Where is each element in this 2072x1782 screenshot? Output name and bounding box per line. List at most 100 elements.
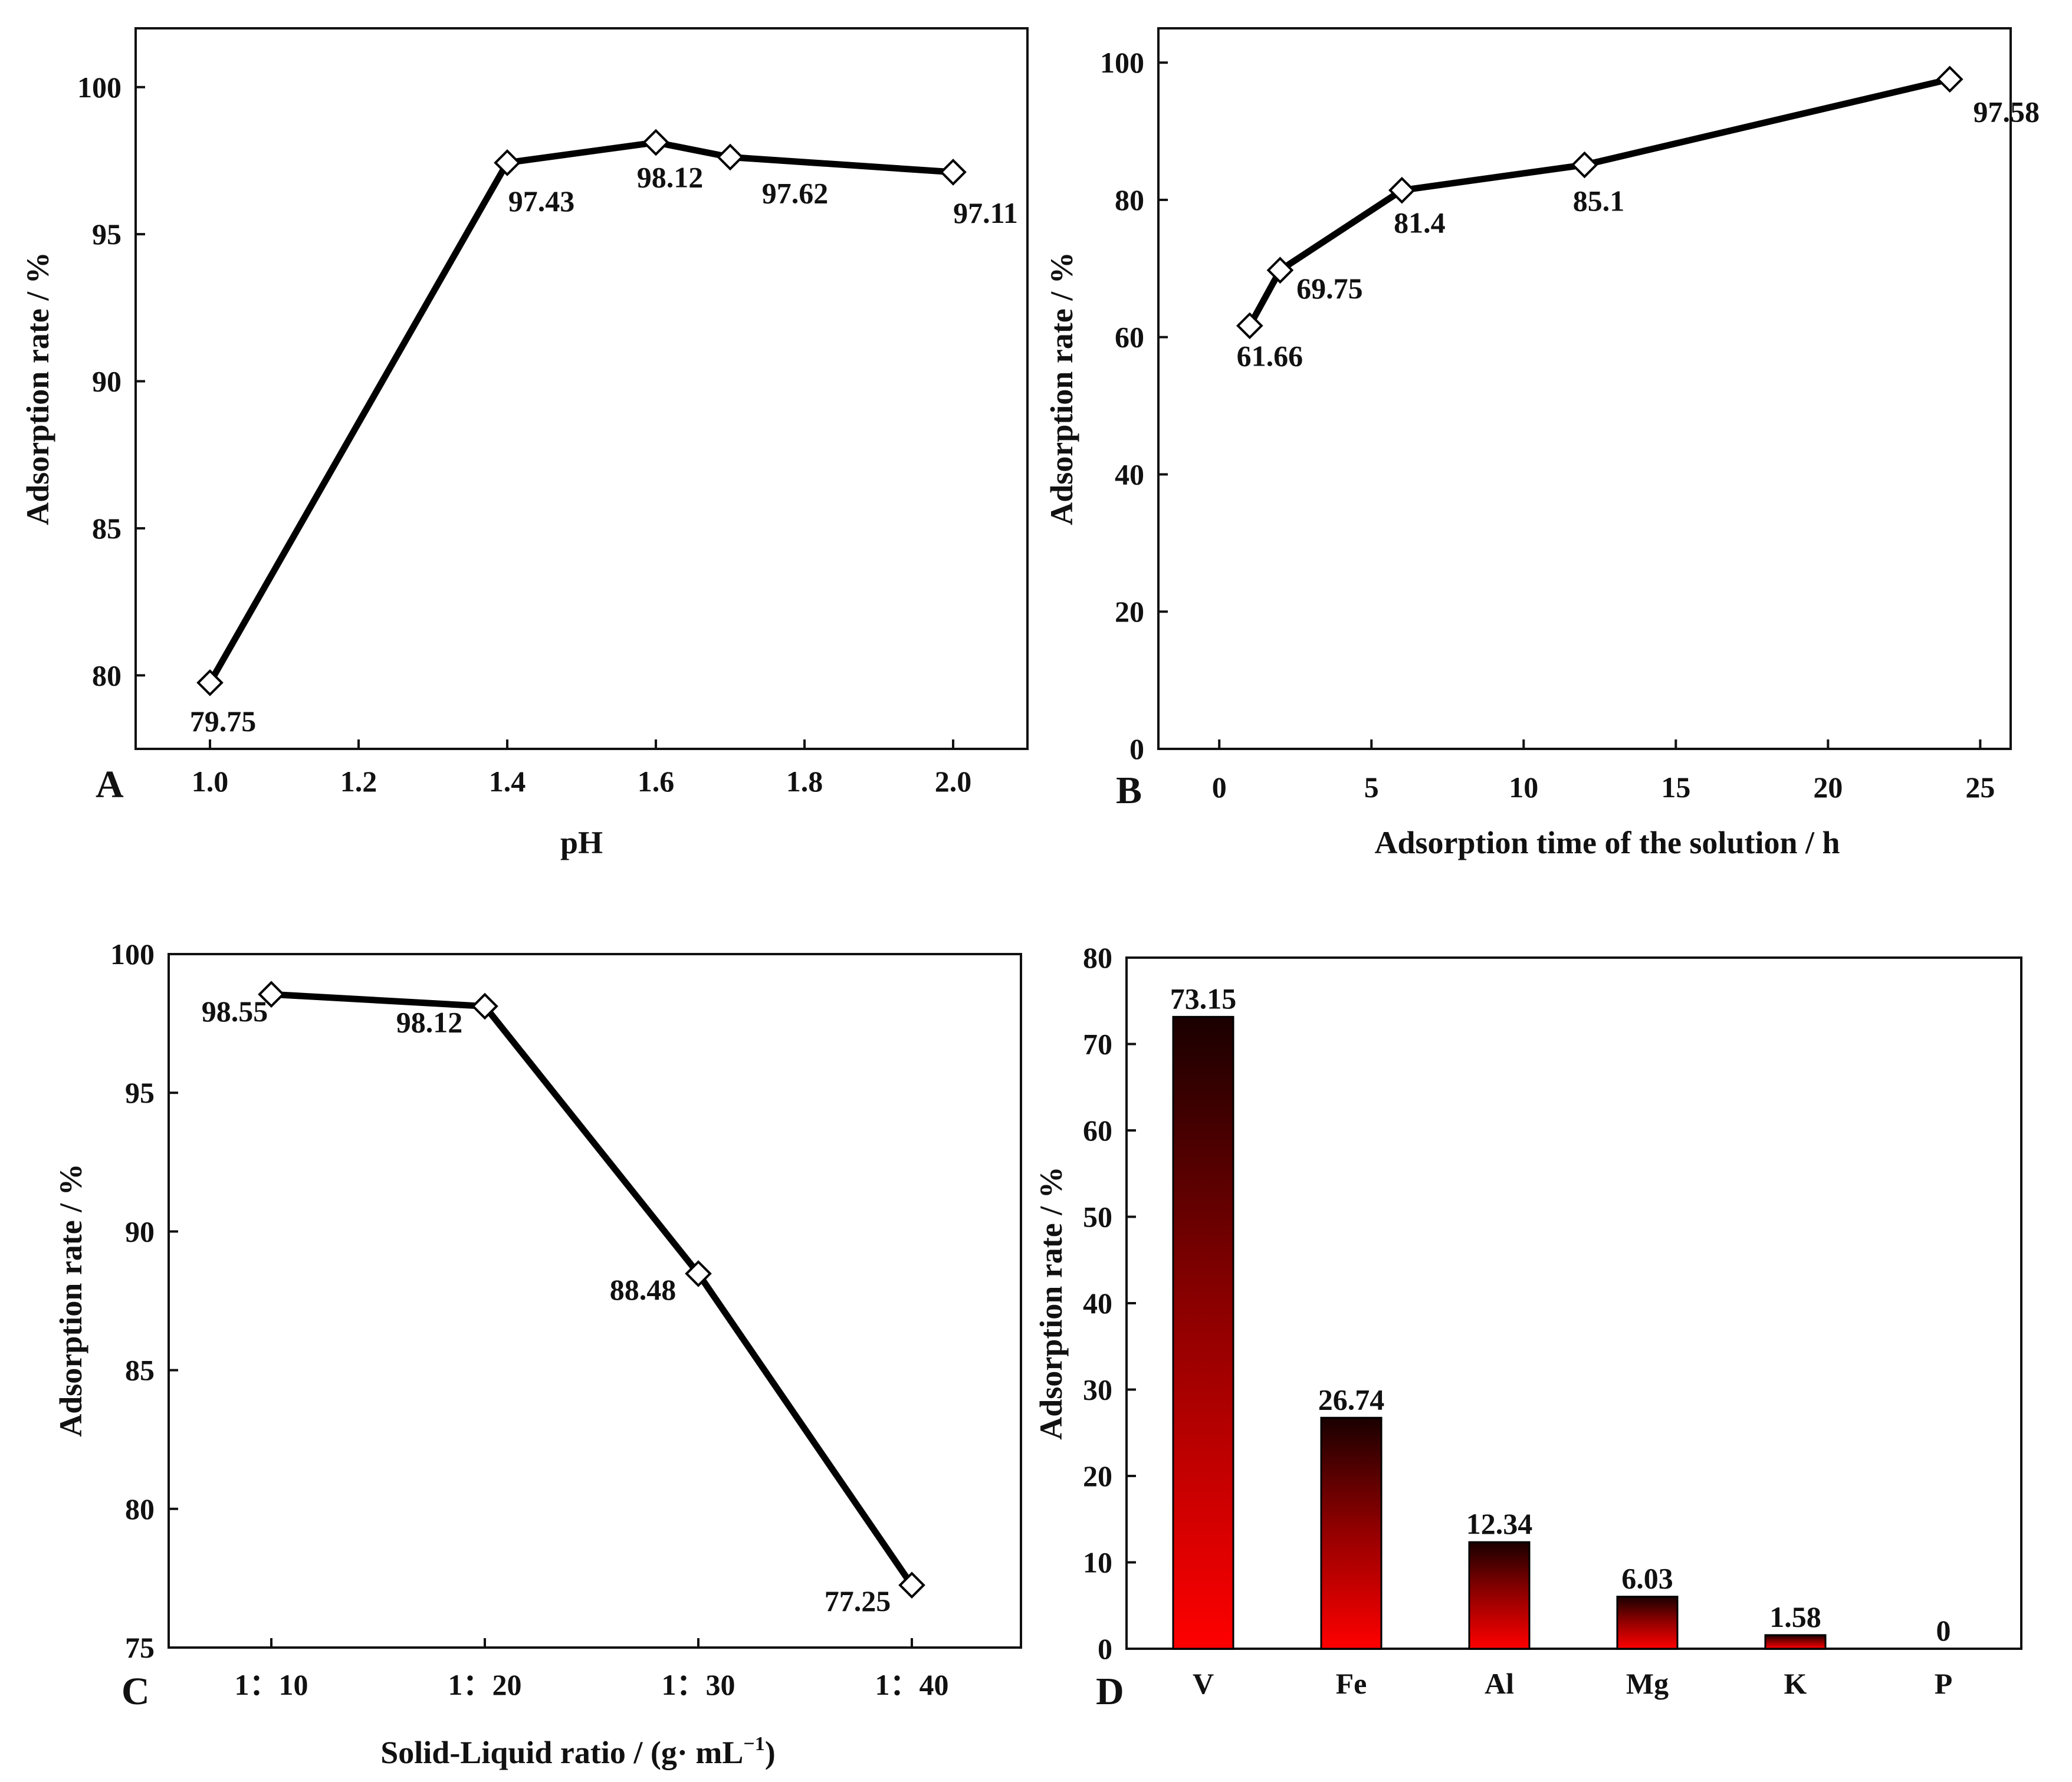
panel-d-x-tick-label: K xyxy=(1784,1667,1807,1700)
panel-b-letter: B xyxy=(1116,769,1142,812)
panel-d-y-axis-title: Adsorption rate / % xyxy=(1033,1166,1069,1439)
panel-c-y-tick-label: 85 xyxy=(125,1354,155,1387)
panel-d-y-tick-label: 60 xyxy=(1083,1114,1112,1147)
panel-a-data-label: 79.75 xyxy=(190,705,257,738)
panel-b-data-label: 69.75 xyxy=(1296,272,1363,305)
panel-c-x-axis-title-sup: −1 xyxy=(743,1733,764,1755)
panel-d-y-tick-label: 20 xyxy=(1083,1459,1112,1492)
panel-a-y-tick-label: 90 xyxy=(92,365,122,398)
panel-a-x-tick-label: 1.0 xyxy=(192,765,229,798)
panel-c-data-point xyxy=(685,1260,712,1287)
panel-b-y-tick-label: 100 xyxy=(1100,46,1144,79)
panel-a-data-label: 97.62 xyxy=(762,176,829,209)
panel-b-x-tick-label: 25 xyxy=(1965,771,1995,804)
panel-c-plot-frame xyxy=(168,953,1022,1649)
panel-d-data-label: 12.34 xyxy=(1466,1507,1533,1540)
panel-d-y-tick-label: 0 xyxy=(1098,1632,1112,1665)
panel-a-data-point xyxy=(494,149,521,176)
panel-a-data-label: 97.11 xyxy=(953,196,1018,229)
panel-a-y-tick-label: 80 xyxy=(92,659,122,692)
panel-d-bar xyxy=(1468,1541,1531,1650)
panel-c-marks: 1：10 1：20 1：30 1：40 75 80 85 90 95 100 98.55 98.12 8… xyxy=(110,938,949,1701)
panel-b-x-axis-title: Adsorption time of the solution / h xyxy=(1374,825,1840,860)
panel-c-x-axis-title-end: ) xyxy=(765,1735,776,1770)
panel-a-series-line xyxy=(206,139,957,686)
panel-b: 0 5 10 15 20 25 0 20 40 60 80 100 61.66 69.75 81.4 85.1… xyxy=(1044,27,2040,860)
panel-b-y-axis-title: Adsorption rate / % xyxy=(1044,252,1079,525)
panel-a-x-tick-label: 1.8 xyxy=(786,765,823,798)
panel-c-series-line xyxy=(268,991,915,1589)
panel-b-data-point xyxy=(1266,257,1294,284)
panel-a-data-point xyxy=(717,143,744,171)
panel-a-x-tick-label: 1.6 xyxy=(638,765,675,798)
panel-d-data-label: 1.58 xyxy=(1769,1600,1821,1633)
panel-d-data-label: 73.15 xyxy=(1170,982,1237,1015)
panel-b-data-label: 81.4 xyxy=(1394,206,1446,239)
panel-b-x-tick-label: 10 xyxy=(1509,771,1538,804)
panel-b-data-point xyxy=(1571,151,1598,179)
panel-c-x-axis-title-main: Solid-Liquid ratio / (g· mL xyxy=(380,1735,743,1770)
panel-d-marks: 0 10 20 30 40 50 60 70 80 73.15 V 26.74 Fe 12.34 Al 6.0… xyxy=(1083,941,1952,1700)
panel-a-y-tick-label: 85 xyxy=(92,512,122,545)
panel-d-x-tick-label: Mg xyxy=(1626,1667,1669,1700)
panel-b-data-label: 61.66 xyxy=(1237,339,1303,372)
panel-a-data-point xyxy=(196,669,224,696)
panel-d-data-label: 6.03 xyxy=(1621,1562,1673,1595)
panel-b-y-tick-label: 60 xyxy=(1115,321,1144,354)
panel-d-x-tick-label: V xyxy=(1193,1667,1214,1700)
panel-b-marks: 0 5 10 15 20 25 0 20 40 60 80 100 61.66 69.75 81.4 85.1… xyxy=(1100,46,2040,804)
panel-c-y-tick-label: 90 xyxy=(125,1215,155,1248)
panel-b-data-label: 85.1 xyxy=(1573,185,1625,218)
panel-d-bar xyxy=(1764,1634,1827,1650)
panel-a-marks: 1.0 1.2 1.4 1.6 1.8 2.0 80 85 90 95 100 79.75 97.43 9… xyxy=(77,71,1018,798)
panel-d-y-tick-label: 50 xyxy=(1083,1201,1112,1234)
panel-b-y-tick-label: 40 xyxy=(1115,458,1144,491)
panel-b-data-label: 97.58 xyxy=(1974,95,2040,128)
panel-a-data-label: 98.12 xyxy=(637,161,704,194)
panel-a-plot-frame xyxy=(134,27,1029,750)
panel-a-x-tick-label: 1.4 xyxy=(489,765,526,798)
panel-b-y-tick-label: 80 xyxy=(1115,183,1144,216)
panel-c-y-tick-label: 80 xyxy=(125,1492,155,1525)
panel-c-x-tick-label: 1：40 xyxy=(875,1668,949,1701)
panel-a-letter: A xyxy=(96,763,124,806)
panel-c-y-tick-label: 95 xyxy=(125,1076,155,1109)
panel-d: 0 10 20 30 40 50 60 70 80 73.15 V 26.74 Fe 12.34 Al 6.0… xyxy=(1033,941,2022,1713)
panel-d-data-label: 26.74 xyxy=(1318,1383,1385,1416)
panel-b-data-point xyxy=(1388,176,1416,204)
panel-c-letter: C xyxy=(122,1670,150,1713)
panel-d-y-tick-label: 10 xyxy=(1083,1546,1112,1579)
panel-d-x-tick-label: Fe xyxy=(1336,1667,1367,1700)
panel-c-data-label: 98.55 xyxy=(202,995,268,1028)
panel-a: 1.0 1.2 1.4 1.6 1.8 2.0 80 85 90 95 100 79.75 97.43 9… xyxy=(20,27,1029,860)
panel-d-bar xyxy=(1616,1596,1679,1650)
panel-c-x-axis-title: Solid-Liquid ratio / (g· mL−1) xyxy=(380,1733,775,1770)
panel-d-y-tick-label: 70 xyxy=(1083,1028,1112,1061)
panel-b-x-tick-label: 15 xyxy=(1661,771,1690,804)
panel-c-data-point xyxy=(898,1571,925,1599)
panel-b-x-tick-label: 20 xyxy=(1813,771,1843,804)
panel-d-data-label: 0 xyxy=(1936,1614,1951,1647)
panel-b-y-tick-label: 20 xyxy=(1115,595,1144,628)
panel-c-data-label: 88.48 xyxy=(610,1273,677,1306)
panel-b-y-tick-label: 0 xyxy=(1129,732,1144,765)
panel-b-plot-frame xyxy=(1157,27,2012,750)
panel-c: 1：10 1：20 1：30 1：40 75 80 85 90 95 100 98.55 98.12 8… xyxy=(53,938,1022,1770)
panel-b-x-tick-label: 5 xyxy=(1364,771,1379,804)
panel-c-y-axis-title: Adsorption rate / % xyxy=(53,1163,88,1436)
panel-a-data-label: 97.43 xyxy=(508,185,575,218)
panel-a-y-axis-title: Adsorption rate / % xyxy=(20,252,55,525)
panel-c-data-point xyxy=(258,981,285,1008)
panel-d-letter: D xyxy=(1096,1670,1124,1713)
panel-c-data-label: 77.25 xyxy=(825,1584,891,1617)
panel-d-y-tick-label: 80 xyxy=(1083,941,1112,974)
panel-a-x-tick-label: 2.0 xyxy=(935,765,972,798)
panel-d-y-tick-label: 40 xyxy=(1083,1287,1112,1320)
panel-d-bar xyxy=(1320,1416,1383,1650)
panel-a-y-tick-label: 100 xyxy=(77,71,122,104)
panel-a-x-axis-title: pH xyxy=(560,825,603,860)
panel-c-x-tick-label: 1：10 xyxy=(235,1668,308,1701)
panel-c-y-tick-label: 100 xyxy=(110,938,155,971)
panel-b-x-tick-label: 0 xyxy=(1212,771,1227,804)
